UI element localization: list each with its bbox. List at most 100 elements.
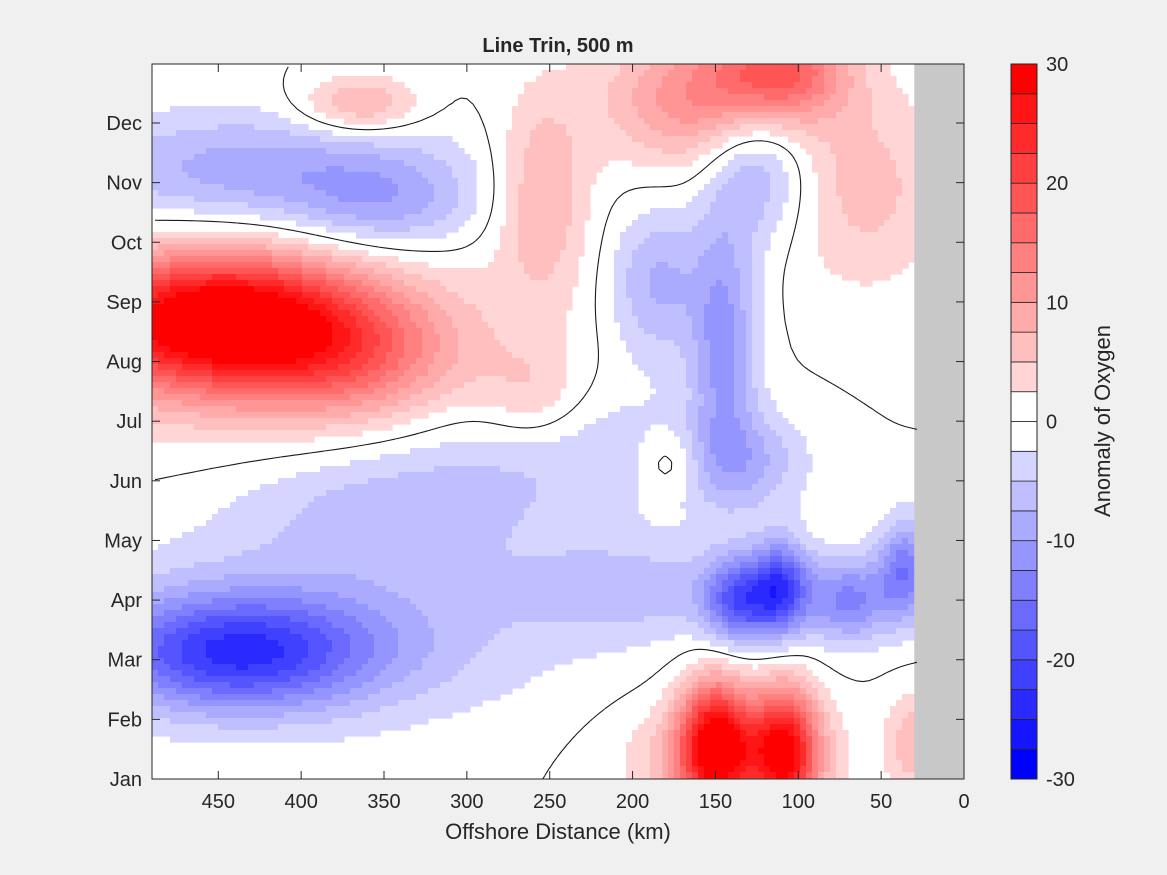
heat-cell	[728, 64, 735, 71]
heat-cell	[704, 268, 711, 275]
heat-cell	[560, 364, 567, 371]
heat-cell	[536, 382, 543, 389]
heat-cell	[374, 232, 381, 239]
heat-cell	[620, 142, 627, 149]
heat-cell	[770, 178, 777, 185]
heat-cell	[464, 310, 471, 317]
heat-cell	[710, 190, 717, 197]
heat-cell	[758, 322, 765, 329]
heat-cell	[764, 226, 771, 233]
heat-cell	[302, 250, 309, 257]
heat-cell	[278, 238, 285, 245]
heat-cell	[722, 82, 729, 89]
heat-cell	[638, 220, 645, 227]
heat-cell	[902, 148, 909, 155]
heat-cell	[452, 172, 459, 179]
heat-cell	[248, 142, 255, 149]
heat-cell	[572, 166, 579, 173]
heat-cell	[338, 214, 345, 221]
heat-cell	[548, 328, 555, 335]
heat-cell	[518, 340, 525, 347]
heat-cell	[506, 196, 513, 203]
heat-cell	[902, 232, 909, 239]
heat-cell	[524, 154, 531, 161]
heat-cell	[212, 154, 219, 161]
heat-cell	[602, 160, 609, 167]
heat-cell	[464, 196, 471, 203]
heat-cell	[734, 214, 741, 221]
heat-cell	[632, 340, 639, 347]
heat-cell	[182, 328, 189, 335]
heat-cell	[290, 268, 297, 275]
heat-cell	[740, 262, 747, 269]
heat-cell	[512, 256, 519, 263]
heat-cell	[824, 100, 831, 107]
heat-cell	[530, 214, 537, 221]
heat-cell	[656, 64, 663, 71]
heat-cell	[710, 244, 717, 251]
heat-cell	[734, 352, 741, 359]
heat-cell	[578, 82, 585, 89]
heat-cell	[368, 220, 375, 227]
heat-cell	[674, 112, 681, 119]
heat-cell	[668, 346, 675, 353]
heat-cell	[566, 154, 573, 161]
heat-cell	[710, 310, 717, 317]
heat-cell	[650, 280, 657, 287]
heat-cell	[428, 184, 435, 191]
heat-cell	[746, 100, 753, 107]
heat-cell	[554, 148, 561, 155]
heat-cell	[896, 196, 903, 203]
heat-cell	[314, 136, 321, 143]
heat-cell	[284, 322, 291, 329]
heat-cell	[554, 370, 561, 377]
heat-cell	[632, 346, 639, 353]
heat-cell	[350, 334, 357, 341]
heat-cell	[182, 112, 189, 119]
heat-cell	[452, 346, 459, 353]
heat-cell	[800, 136, 807, 143]
heat-cell	[578, 118, 585, 125]
heat-cell	[434, 172, 441, 179]
heat-cell	[860, 142, 867, 149]
heat-cell	[320, 130, 327, 137]
heat-cell	[758, 256, 765, 263]
heat-cell	[248, 274, 255, 281]
heat-cell	[584, 214, 591, 221]
heat-cell	[722, 112, 729, 119]
heat-cell	[686, 286, 693, 293]
heat-cell	[722, 208, 729, 215]
heat-cell	[296, 268, 303, 275]
heat-cell	[404, 214, 411, 221]
heat-cell	[266, 130, 273, 137]
heat-cell	[686, 352, 693, 359]
heat-cell	[152, 316, 159, 323]
heat-cell	[308, 286, 315, 293]
heat-cell	[854, 184, 861, 191]
heat-cell	[752, 112, 759, 119]
heat-cell	[752, 184, 759, 191]
heat-cell	[626, 316, 633, 323]
heat-cell	[332, 178, 339, 185]
heat-cell	[368, 112, 375, 119]
heat-cell	[734, 334, 741, 341]
heat-cell	[356, 196, 363, 203]
heat-cell	[164, 346, 171, 353]
heat-cell	[212, 190, 219, 197]
heat-cell	[848, 70, 855, 77]
heat-cell	[776, 82, 783, 89]
heat-cell	[158, 130, 165, 137]
heat-cell	[200, 148, 207, 155]
heat-cell	[176, 244, 183, 251]
heat-cell	[842, 232, 849, 239]
heat-cell	[842, 250, 849, 257]
heat-cell	[722, 262, 729, 269]
heat-cell	[776, 130, 783, 137]
heat-cell	[434, 334, 441, 341]
heat-cell	[758, 178, 765, 185]
heat-cell	[338, 178, 345, 185]
heat-cell	[278, 130, 285, 137]
heat-cell	[902, 220, 909, 227]
heat-cell	[440, 202, 447, 209]
heat-cell	[548, 130, 555, 137]
